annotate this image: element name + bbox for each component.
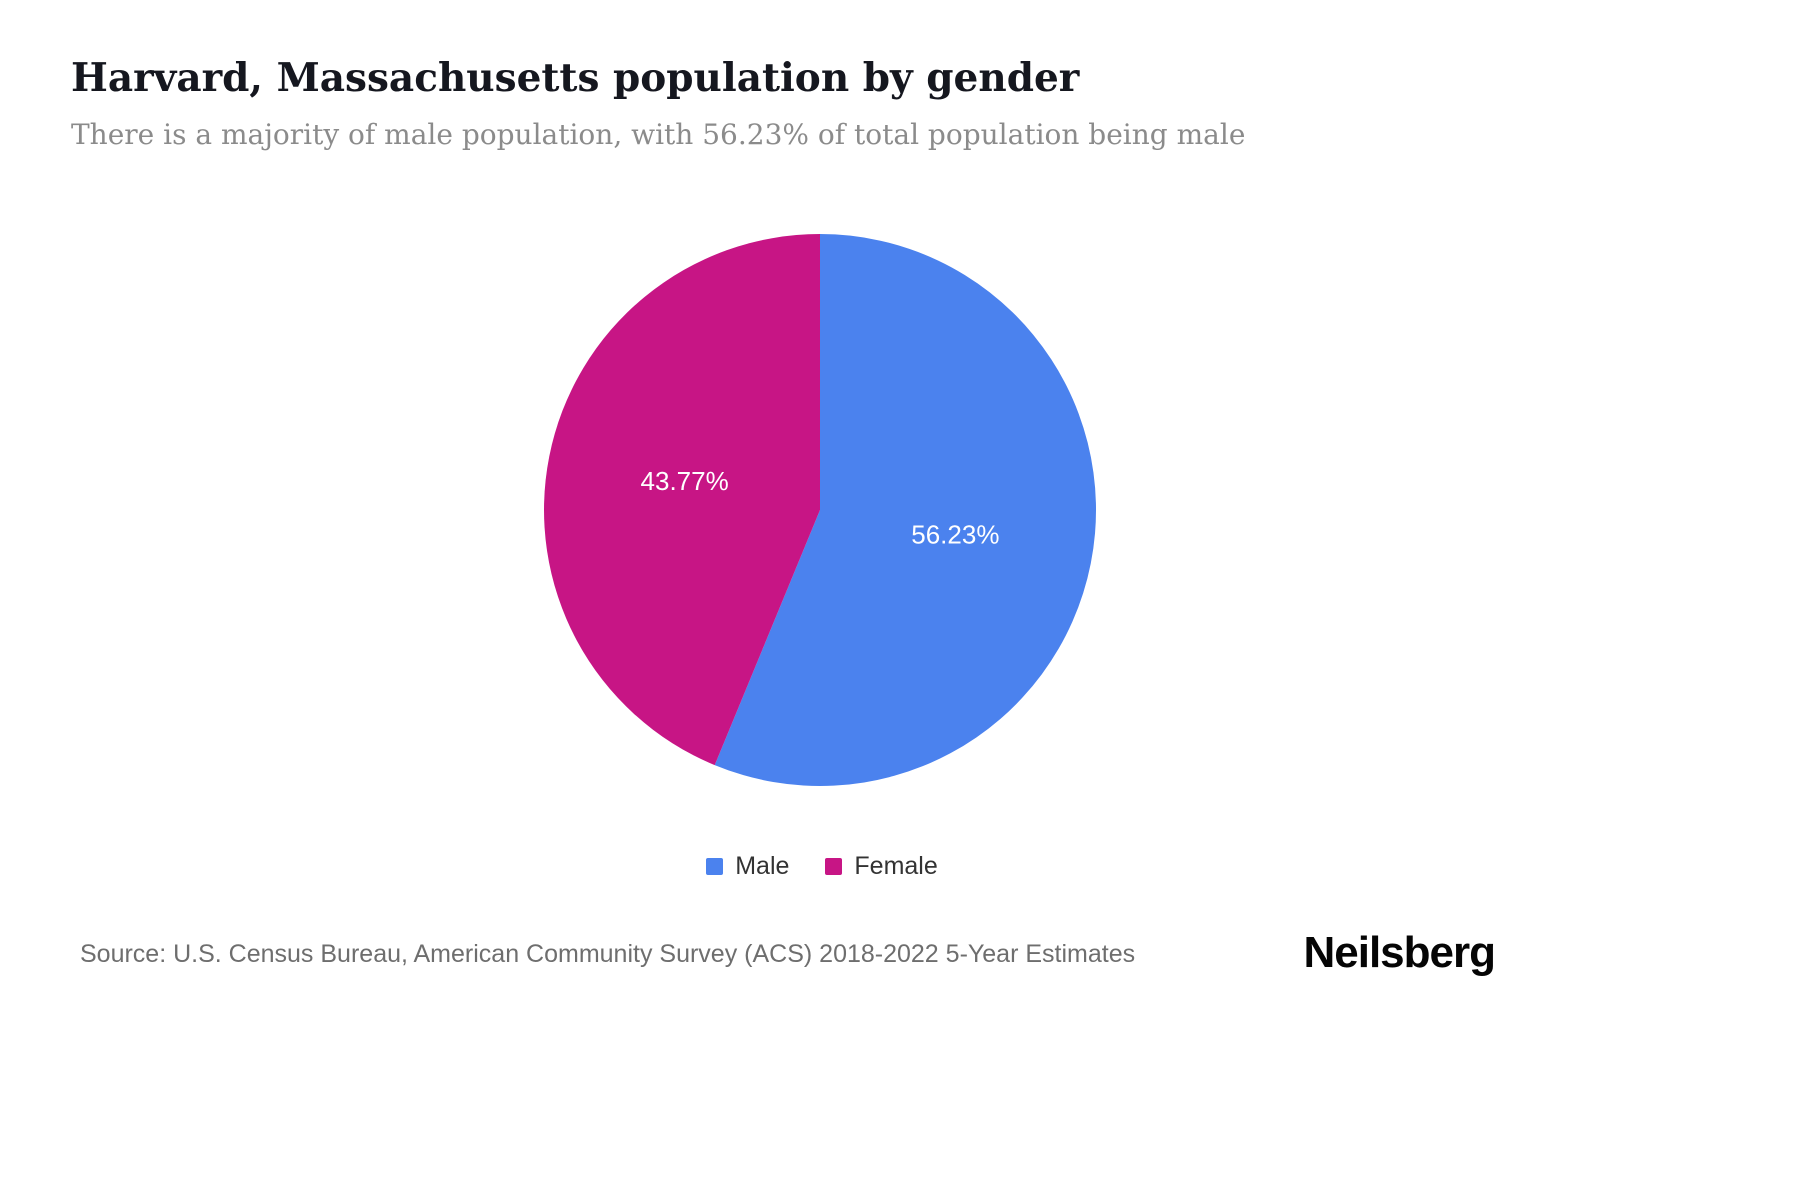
pie-slice-female[interactable] bbox=[544, 234, 820, 766]
pie-slice-label-female: 43.77% bbox=[641, 466, 729, 496]
legend-swatch-male bbox=[706, 858, 724, 875]
legend: Male Female bbox=[0, 852, 1644, 881]
chart-title: Harvard, Massachusetts population by gen… bbox=[71, 55, 1080, 101]
source-text: Source: U.S. Census Bureau, American Com… bbox=[80, 940, 1136, 968]
chart-subtitle: There is a majority of male population, … bbox=[71, 118, 1246, 151]
legend-swatch-female bbox=[825, 858, 843, 875]
legend-item-male[interactable]: Male bbox=[706, 852, 789, 881]
neilsberg-logo[interactable]: Neilsberg bbox=[1303, 928, 1496, 977]
legend-label-male: Male bbox=[735, 852, 790, 880]
pie-chart-svg: 56.23% 43.77% bbox=[544, 234, 1097, 786]
pie-slice-male[interactable] bbox=[714, 234, 1097, 786]
legend-item-female[interactable]: Female bbox=[825, 852, 938, 881]
pie-chart: 56.23% 43.77% bbox=[540, 230, 1100, 790]
legend-label-female: Female bbox=[854, 852, 938, 880]
pie-slice-label-male: 56.23% bbox=[911, 520, 999, 550]
